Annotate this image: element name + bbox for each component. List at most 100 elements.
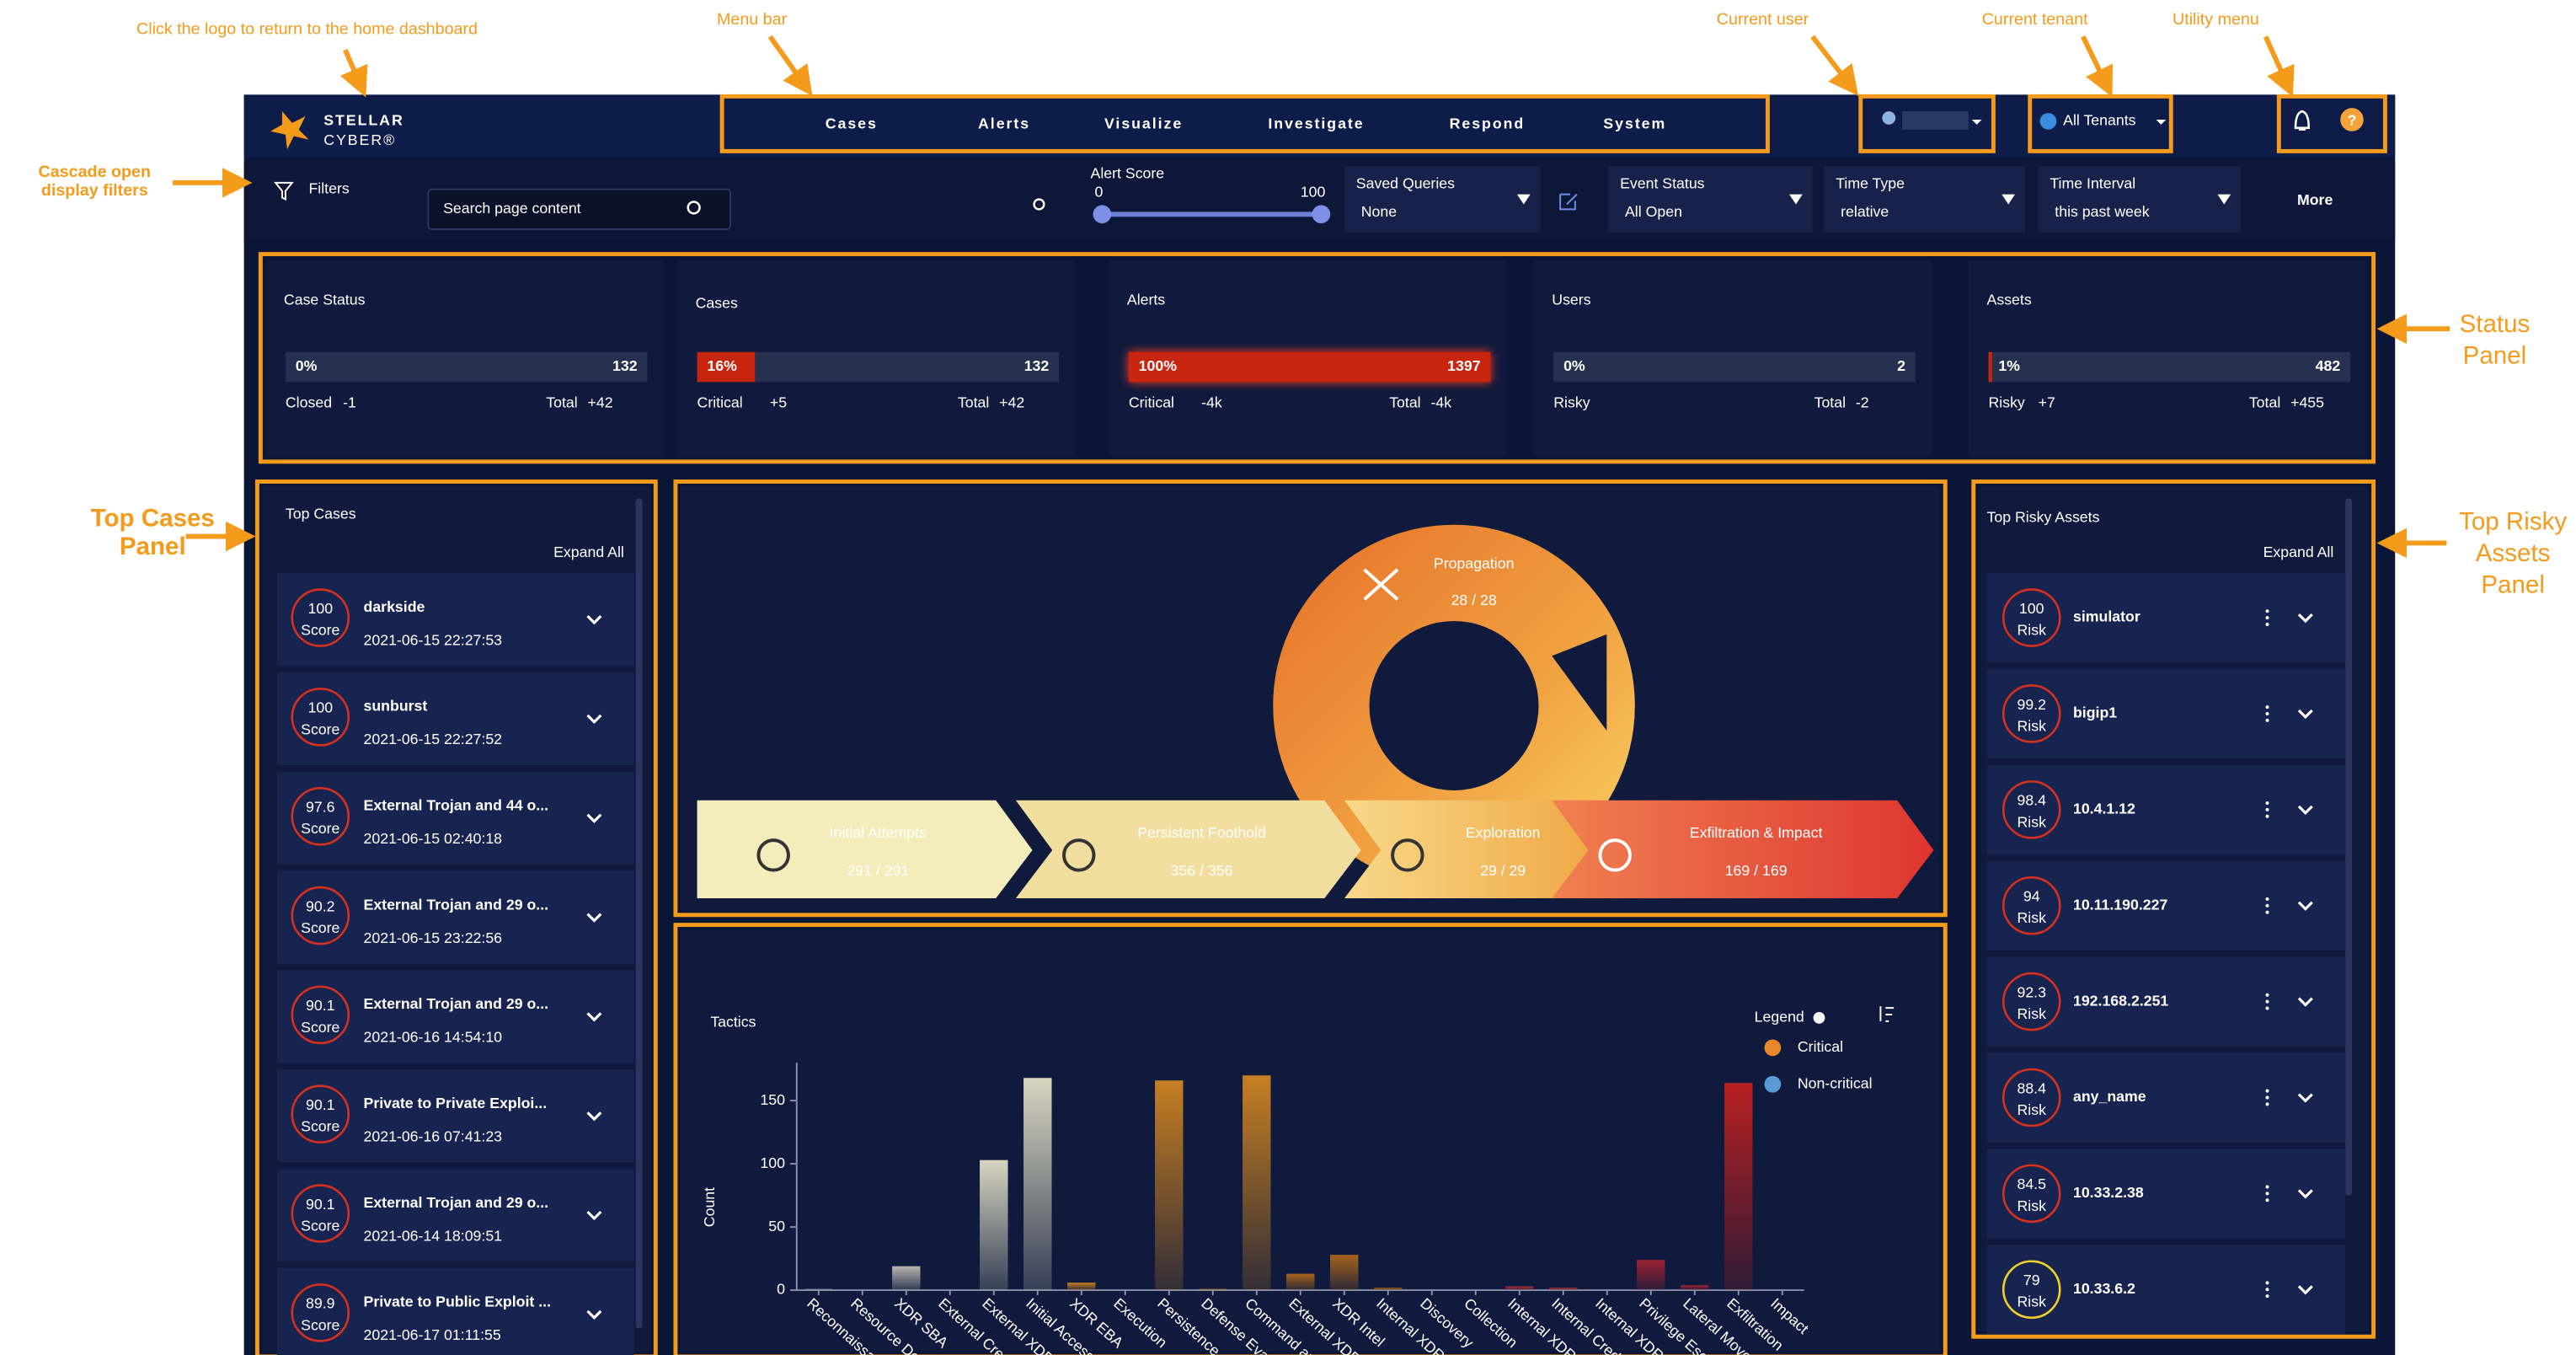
case-item[interactable] <box>277 672 634 766</box>
chevron-icon[interactable] <box>2297 1285 2313 1295</box>
help-glyph[interactable]: ? <box>2348 112 2357 129</box>
bar[interactable] <box>1549 1288 1578 1291</box>
slider-handle[interactable] <box>1312 205 1331 224</box>
chevron-icon[interactable] <box>586 714 602 725</box>
asset-item[interactable] <box>1986 860 2346 951</box>
asset-item[interactable] <box>1986 1149 2346 1239</box>
search-box[interactable] <box>427 188 731 230</box>
case-item[interactable] <box>277 771 634 865</box>
bar[interactable] <box>1724 1083 1753 1291</box>
bar[interactable] <box>1505 1286 1534 1291</box>
bar[interactable] <box>1067 1283 1096 1291</box>
chevron-icon[interactable] <box>2297 1189 2313 1199</box>
dropdown[interactable] <box>1344 166 1541 233</box>
filters-button[interactable]: Filters <box>308 179 349 196</box>
chevron-icon[interactable] <box>2297 901 2313 911</box>
menu-dot[interactable] <box>2265 718 2269 722</box>
menu-dot[interactable] <box>2265 1288 2269 1292</box>
dropdown[interactable] <box>2038 166 2241 233</box>
logo-text[interactable]: CYBER® <box>323 131 396 148</box>
menu-item[interactable]: Cases <box>826 115 878 132</box>
menu-dot[interactable] <box>2265 1281 2269 1285</box>
menu-dot[interactable] <box>2265 897 2269 901</box>
bar[interactable] <box>1637 1260 1665 1291</box>
chevron-icon[interactable] <box>2297 997 2313 1007</box>
asset-item[interactable] <box>1986 572 2346 663</box>
chevron-icon[interactable] <box>586 1210 602 1221</box>
tenant[interactable]: All Tenants <box>2063 112 2135 129</box>
menu-dot[interactable] <box>2265 807 2269 811</box>
bar[interactable] <box>1199 1288 1227 1291</box>
menu-dot[interactable] <box>2265 1089 2269 1093</box>
menu-dot[interactable] <box>2265 711 2269 715</box>
menu-dot[interactable] <box>2265 616 2269 620</box>
menu-dot[interactable] <box>2265 1294 2269 1299</box>
asset-item[interactable] <box>1986 1245 2346 1335</box>
case-item[interactable] <box>277 572 634 667</box>
chevron-icon[interactable] <box>586 1012 602 1022</box>
user-name-redacted[interactable] <box>1902 111 1969 130</box>
asset-item[interactable] <box>1986 764 2346 855</box>
legend-toggle[interactable] <box>1813 1012 1825 1024</box>
menu-item[interactable]: Visualize <box>1104 115 1183 132</box>
chevron-icon[interactable] <box>2297 613 2313 624</box>
kill-chain-stage[interactable] <box>697 800 1033 899</box>
dropdown[interactable] <box>1824 166 2025 233</box>
kill-chain-stage[interactable] <box>1015 800 1361 899</box>
kill-chain-stage[interactable] <box>1344 800 1635 899</box>
asset-item[interactable] <box>1986 668 2346 759</box>
kill-chain-stage[interactable] <box>1552 800 1934 899</box>
bar[interactable] <box>1681 1285 1709 1291</box>
bar[interactable] <box>1286 1273 1315 1291</box>
menu-item[interactable]: Respond <box>1450 115 1526 132</box>
expand-all[interactable]: Expand All <box>553 544 624 560</box>
chevron-icon[interactable] <box>2297 709 2313 720</box>
bar[interactable] <box>804 1288 833 1291</box>
bar[interactable] <box>892 1266 921 1291</box>
user-icon[interactable] <box>1882 111 1896 125</box>
menu-item[interactable]: Investigate <box>1268 115 1364 132</box>
menu-dot[interactable] <box>2265 993 2269 997</box>
menu-dot[interactable] <box>2265 801 2269 805</box>
legend-label[interactable]: Critical <box>1798 1038 1843 1055</box>
chevron-icon[interactable] <box>586 913 602 923</box>
case-item[interactable] <box>277 1069 634 1163</box>
logo-text[interactable]: STELLAR <box>323 112 404 129</box>
search-placeholder[interactable]: Search page content <box>443 200 581 217</box>
chevron-icon[interactable] <box>586 813 602 823</box>
menu-dot[interactable] <box>2265 609 2269 613</box>
logo-icon[interactable] <box>270 111 309 150</box>
bell-icon[interactable] <box>2294 110 2311 131</box>
chevron-icon[interactable] <box>586 1309 602 1320</box>
legend-swatch[interactable] <box>1764 1075 1782 1093</box>
edit-icon[interactable] <box>1559 193 1578 211</box>
menu-dot[interactable] <box>2265 999 2269 1004</box>
menu-dot[interactable] <box>2265 903 2269 908</box>
search-icon[interactable] <box>1033 198 1045 211</box>
bar[interactable] <box>1243 1075 1271 1291</box>
bar[interactable] <box>1155 1080 1184 1291</box>
case-item[interactable] <box>277 1267 634 1355</box>
menu-dot[interactable] <box>2265 910 2269 914</box>
menu-dot[interactable] <box>2265 1006 2269 1010</box>
menu-dot[interactable] <box>2265 1198 2269 1202</box>
slider-handle[interactable] <box>1093 205 1112 224</box>
case-item[interactable] <box>277 1168 634 1262</box>
menu-item[interactable]: Alerts <box>978 115 1030 132</box>
sort-icon[interactable] <box>1879 1006 1895 1022</box>
menu-dot[interactable] <box>2265 1102 2269 1106</box>
legend-title[interactable]: Legend <box>1755 1009 1804 1026</box>
menu-dot[interactable] <box>2265 814 2269 818</box>
help-icon[interactable] <box>2340 108 2364 131</box>
chevron-icon[interactable] <box>2297 1093 2313 1103</box>
legend-swatch[interactable] <box>1764 1039 1782 1057</box>
more-button[interactable]: More <box>2297 191 2333 208</box>
globe-icon[interactable] <box>2039 113 2057 130</box>
legend-label[interactable]: Non-critical <box>1798 1074 1873 1091</box>
search-icon[interactable] <box>687 201 701 215</box>
case-item[interactable] <box>277 870 634 964</box>
menu-item[interactable]: System <box>1603 115 1666 132</box>
menu-dot[interactable] <box>2265 1192 2269 1196</box>
menu-dot[interactable] <box>2265 705 2269 710</box>
bar[interactable] <box>1330 1255 1359 1291</box>
